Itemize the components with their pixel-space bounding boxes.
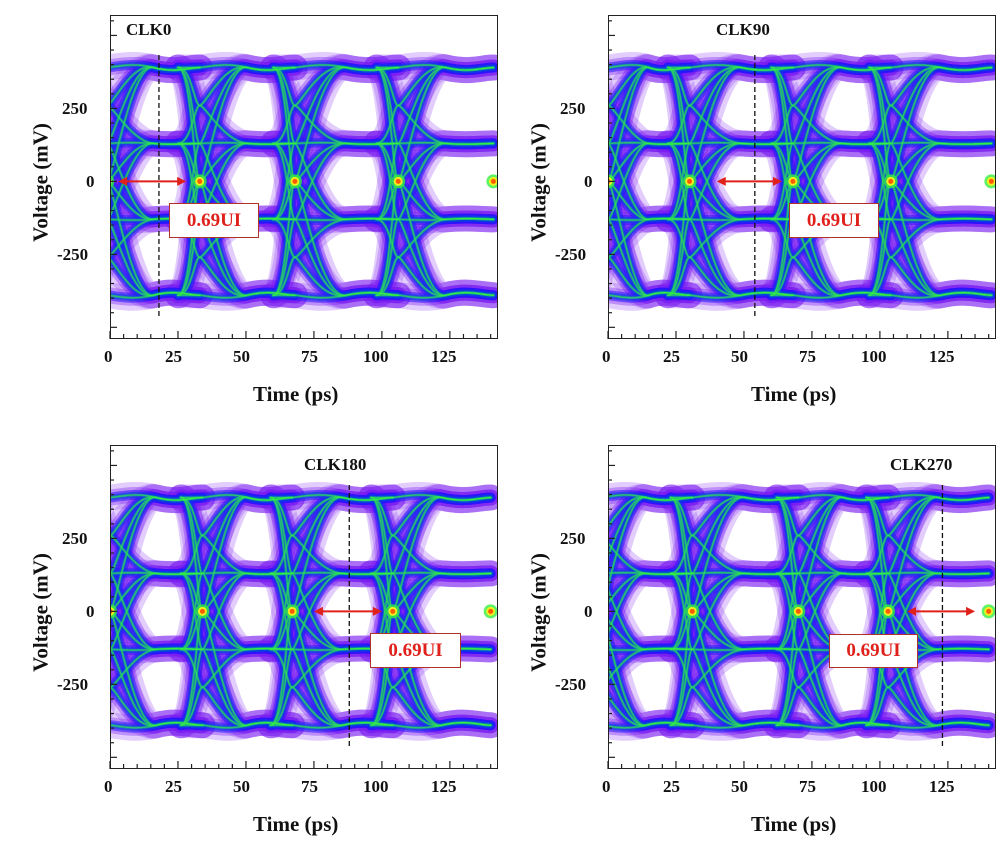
y-tick-0: 0 bbox=[584, 602, 593, 621]
x-tick-50: 50 bbox=[233, 347, 250, 366]
x-tick-0: 0 bbox=[104, 777, 113, 796]
x-tick-75: 75 bbox=[799, 777, 816, 796]
y-axis-label: Voltage (mV) bbox=[28, 123, 53, 242]
x-tick-50: 50 bbox=[731, 347, 748, 366]
y-tick-0: 0 bbox=[86, 602, 95, 621]
eye-width-annotation: 0.69UI bbox=[829, 634, 918, 668]
x-tick-75: 75 bbox=[301, 347, 318, 366]
x-tick-100: 100 bbox=[363, 777, 389, 796]
y-axis-label: Voltage (mV) bbox=[526, 553, 551, 672]
eye-plot-area bbox=[109, 20, 498, 339]
x-tick-125: 125 bbox=[431, 347, 457, 366]
eye-diagram-clk180: CLK180 0.69UI 250 0 -250 0 25 50 75 100 … bbox=[0, 430, 500, 850]
eye-diagram-clk270: CLK270 0.69UI 250 0 -250 0 25 50 75 100 … bbox=[498, 430, 998, 850]
eye-diagram-clk0: CLK0 0.69UI 250 0 -250 0 25 50 75 100 12… bbox=[0, 0, 500, 420]
clock-phase-label: CLK90 bbox=[716, 20, 770, 39]
x-axis-label: Time (ps) bbox=[253, 382, 339, 406]
x-tick-25: 25 bbox=[165, 777, 182, 796]
y-tick-neg250: -250 bbox=[555, 245, 587, 264]
y-tick-250: 250 bbox=[62, 99, 88, 118]
x-tick-25: 25 bbox=[165, 347, 182, 366]
eye-diagram-clk90: CLK90 0.69UI 250 0 -250 0 25 50 75 100 1… bbox=[498, 0, 998, 420]
eye-plot-area bbox=[607, 20, 996, 339]
x-tick-50: 50 bbox=[731, 777, 748, 796]
eye-plot-area bbox=[109, 450, 498, 769]
x-tick-100: 100 bbox=[363, 347, 389, 366]
y-tick-250: 250 bbox=[62, 529, 88, 548]
eye-width-annotation: 0.69UI bbox=[169, 203, 259, 238]
clock-phase-label: CLK180 bbox=[304, 455, 367, 474]
x-tick-100: 100 bbox=[861, 777, 887, 796]
x-tick-125: 125 bbox=[929, 777, 955, 796]
x-tick-25: 25 bbox=[663, 777, 680, 796]
y-tick-250: 250 bbox=[560, 529, 586, 548]
y-tick-neg250: -250 bbox=[57, 675, 89, 694]
eye-width-annotation: 0.69UI bbox=[789, 203, 879, 238]
x-tick-125: 125 bbox=[431, 777, 457, 796]
y-tick-neg250: -250 bbox=[555, 675, 587, 694]
x-tick-0: 0 bbox=[602, 347, 611, 366]
y-tick-0: 0 bbox=[86, 172, 95, 191]
x-tick-50: 50 bbox=[233, 777, 250, 796]
x-tick-25: 25 bbox=[663, 347, 680, 366]
y-tick-neg250: -250 bbox=[57, 245, 89, 264]
eye-width-annotation: 0.69UI bbox=[370, 633, 461, 668]
x-tick-125: 125 bbox=[929, 347, 955, 366]
eye-plot-area bbox=[607, 450, 996, 769]
x-tick-75: 75 bbox=[799, 347, 816, 366]
x-axis-label: Time (ps) bbox=[751, 812, 837, 836]
y-axis-label: Voltage (mV) bbox=[526, 123, 551, 242]
x-tick-75: 75 bbox=[301, 777, 318, 796]
x-tick-100: 100 bbox=[861, 347, 887, 366]
y-tick-250: 250 bbox=[560, 99, 586, 118]
clock-phase-label: CLK270 bbox=[890, 455, 953, 474]
y-tick-0: 0 bbox=[584, 172, 593, 191]
x-axis-label: Time (ps) bbox=[253, 812, 339, 836]
y-axis-label: Voltage (mV) bbox=[28, 553, 53, 672]
x-tick-0: 0 bbox=[104, 347, 113, 366]
x-tick-0: 0 bbox=[602, 777, 611, 796]
clock-phase-label: CLK0 bbox=[126, 20, 172, 39]
x-axis-label: Time (ps) bbox=[751, 382, 837, 406]
